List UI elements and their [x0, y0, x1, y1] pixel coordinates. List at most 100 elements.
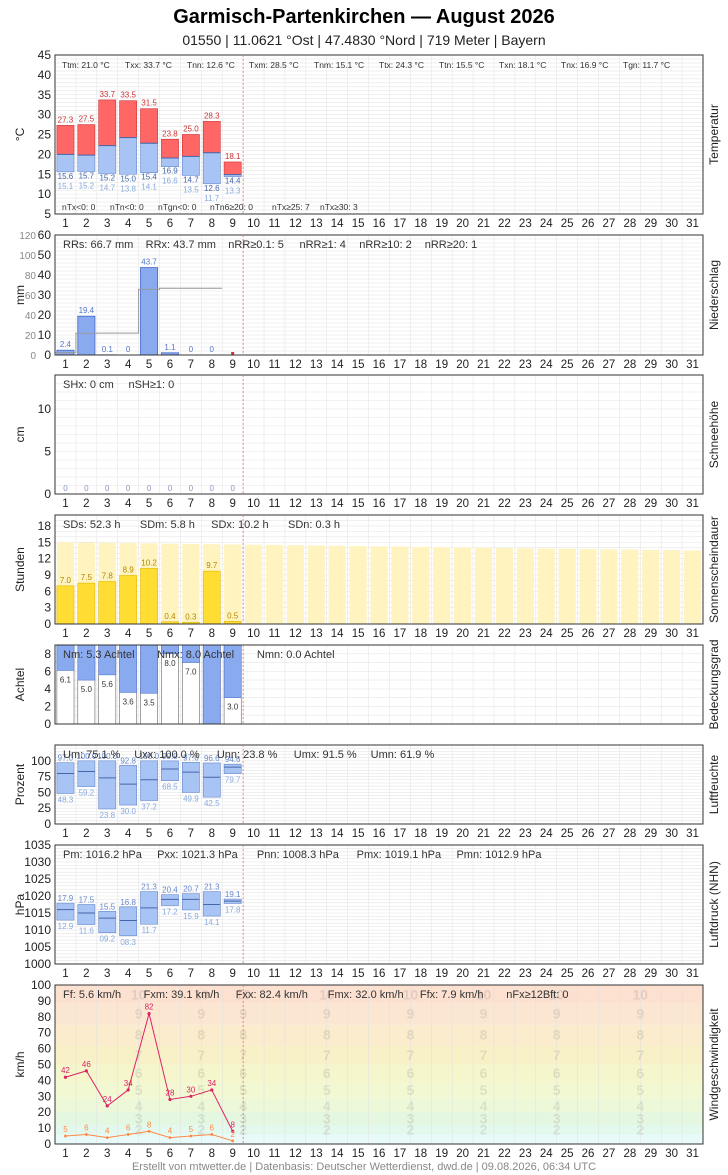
y-tick-label: 100 — [31, 978, 51, 992]
x-tick-label: 22 — [498, 359, 511, 371]
pressure-max: 19.1 — [225, 890, 241, 899]
beaufort-label: 10 — [633, 987, 649, 1003]
possible-sun-bar — [224, 544, 242, 624]
x-tick-label: 30 — [665, 498, 678, 510]
y-tick-label: 5 — [44, 445, 51, 459]
precip-value: 0 — [210, 345, 215, 354]
plot-frame — [54, 644, 704, 725]
beaufort-label: 4 — [197, 1098, 205, 1114]
tmax-bar — [77, 124, 96, 156]
x-tick-label: 21 — [477, 359, 490, 371]
x-tick-label: 21 — [477, 968, 490, 980]
pressure-min: 17.2 — [162, 908, 178, 917]
x-tick-label: 21 — [477, 1148, 490, 1160]
x-tick-label: 29 — [644, 1148, 657, 1160]
humidity-min: 23.8 — [99, 811, 115, 820]
y-tick-label: 1010 — [24, 923, 51, 937]
station-info: 01550 | 11.0621 °Ost | 47.4830 °Nord | 7… — [182, 32, 546, 48]
tground-value: 14.7 — [99, 183, 115, 192]
x-tick-label: 24 — [540, 498, 553, 510]
snow-value: 0 — [147, 484, 152, 493]
beaufort-label: 7 — [553, 1047, 561, 1063]
x-tick-label: 29 — [644, 828, 657, 840]
x-tick-label: 11 — [269, 1148, 281, 1160]
x-tick-label: 22 — [498, 628, 511, 640]
humidity-max: 97.0 — [58, 754, 74, 763]
tmax-bar — [56, 125, 75, 155]
cloud-value: 8.0 — [164, 659, 176, 668]
x-tick-label: 5 — [146, 359, 152, 371]
beaufort-band — [55, 1112, 703, 1125]
gust-point — [189, 1094, 193, 1098]
x-tick-label: 15 — [352, 218, 365, 230]
stat-label: nSH≥1: 0 — [128, 379, 174, 391]
y-tick-label: 70 — [38, 1026, 52, 1040]
tmax-bar — [98, 99, 117, 146]
stat-label: Pm: 1016.2 hPa — [63, 849, 143, 861]
x-tick-label: 25 — [561, 828, 574, 840]
x-tick-label: 6 — [167, 968, 173, 980]
x-tick-label: 1 — [62, 218, 68, 230]
x-tick-label: 16 — [373, 828, 386, 840]
tmax-bar — [182, 134, 200, 157]
x-tick-label: 14 — [331, 968, 344, 980]
tmax-value: 33.5 — [120, 91, 136, 100]
beaufort-label: 10 — [476, 987, 492, 1003]
y2-tick-label: 100 — [19, 251, 36, 262]
gust-value: 34 — [124, 1079, 133, 1088]
x-tick-label: 11 — [269, 498, 281, 510]
precip-bar — [77, 315, 96, 356]
x-tick-label: 4 — [125, 218, 132, 230]
x-tick-label: 9 — [229, 968, 235, 980]
x-tick-label: 14 — [331, 498, 344, 510]
y-tick-label: 50 — [38, 785, 52, 799]
pressure-bar — [119, 906, 138, 937]
humidity-max: 99.9 — [162, 752, 178, 761]
stat-label: Ffx: 7.9 km/h — [420, 989, 484, 1001]
humidity-min: 30.0 — [120, 807, 136, 816]
y-axis-label: km/h — [13, 1051, 27, 1077]
x-tick-label: 4 — [125, 359, 132, 371]
x-tick-label: 17 — [394, 1148, 407, 1160]
humidity-min: 79.7 — [225, 776, 241, 785]
x-tick-label: 28 — [623, 498, 636, 510]
sunshine-value: 0.4 — [164, 612, 176, 621]
beaufort-band — [55, 1024, 703, 1046]
stat-label: Nm: 5.3 Achtel — [63, 649, 135, 661]
x-tick-label: 4 — [125, 628, 132, 640]
pressure-min: 12.9 — [58, 922, 74, 931]
x-tick-label: 5 — [146, 498, 152, 510]
beaufort-label: 5 — [480, 1082, 488, 1098]
x-tick-label: 7 — [188, 498, 194, 510]
stat-label: RRs: 66.7 mm — [63, 239, 133, 251]
x-tick-label: 7 — [188, 968, 194, 980]
beaufort-label: 3 — [553, 1111, 561, 1127]
x-tick-label: 28 — [623, 359, 636, 371]
y-tick-label: 30 — [38, 288, 52, 302]
gust-value: 46 — [82, 1060, 91, 1069]
beaufort-label: 10 — [549, 987, 565, 1003]
y-tick-label: 25 — [38, 801, 52, 815]
x-tick-label: 15 — [352, 628, 365, 640]
plot-frame — [54, 374, 704, 495]
beaufort-label: 9 — [197, 1006, 205, 1022]
sunshine-value: 7.8 — [102, 571, 114, 580]
x-tick-label: 21 — [477, 218, 490, 230]
snow-value: 0 — [126, 484, 131, 493]
x-tick-label: 31 — [686, 1148, 699, 1160]
beaufort-label: 8 — [323, 1026, 331, 1042]
tground-value: 13.3 — [225, 187, 241, 196]
gust-value: 42 — [61, 1066, 70, 1075]
x-tick-label: 16 — [373, 359, 386, 371]
x-tick-label: 12 — [289, 628, 302, 640]
x-tick-label: 3 — [104, 828, 110, 840]
beaufort-label: 5 — [406, 1082, 414, 1098]
snow-value: 0 — [63, 484, 68, 493]
y-axis-label: Prozent — [13, 763, 27, 805]
x-tick-label: 9 — [229, 218, 235, 230]
tmin-bar — [161, 157, 179, 167]
x-tick-label: 20 — [456, 1148, 469, 1160]
stat-label: Umx: 91.5 % — [294, 749, 357, 761]
beaufort-label: 4 — [406, 1098, 414, 1114]
beaufort-band — [55, 1002, 703, 1025]
